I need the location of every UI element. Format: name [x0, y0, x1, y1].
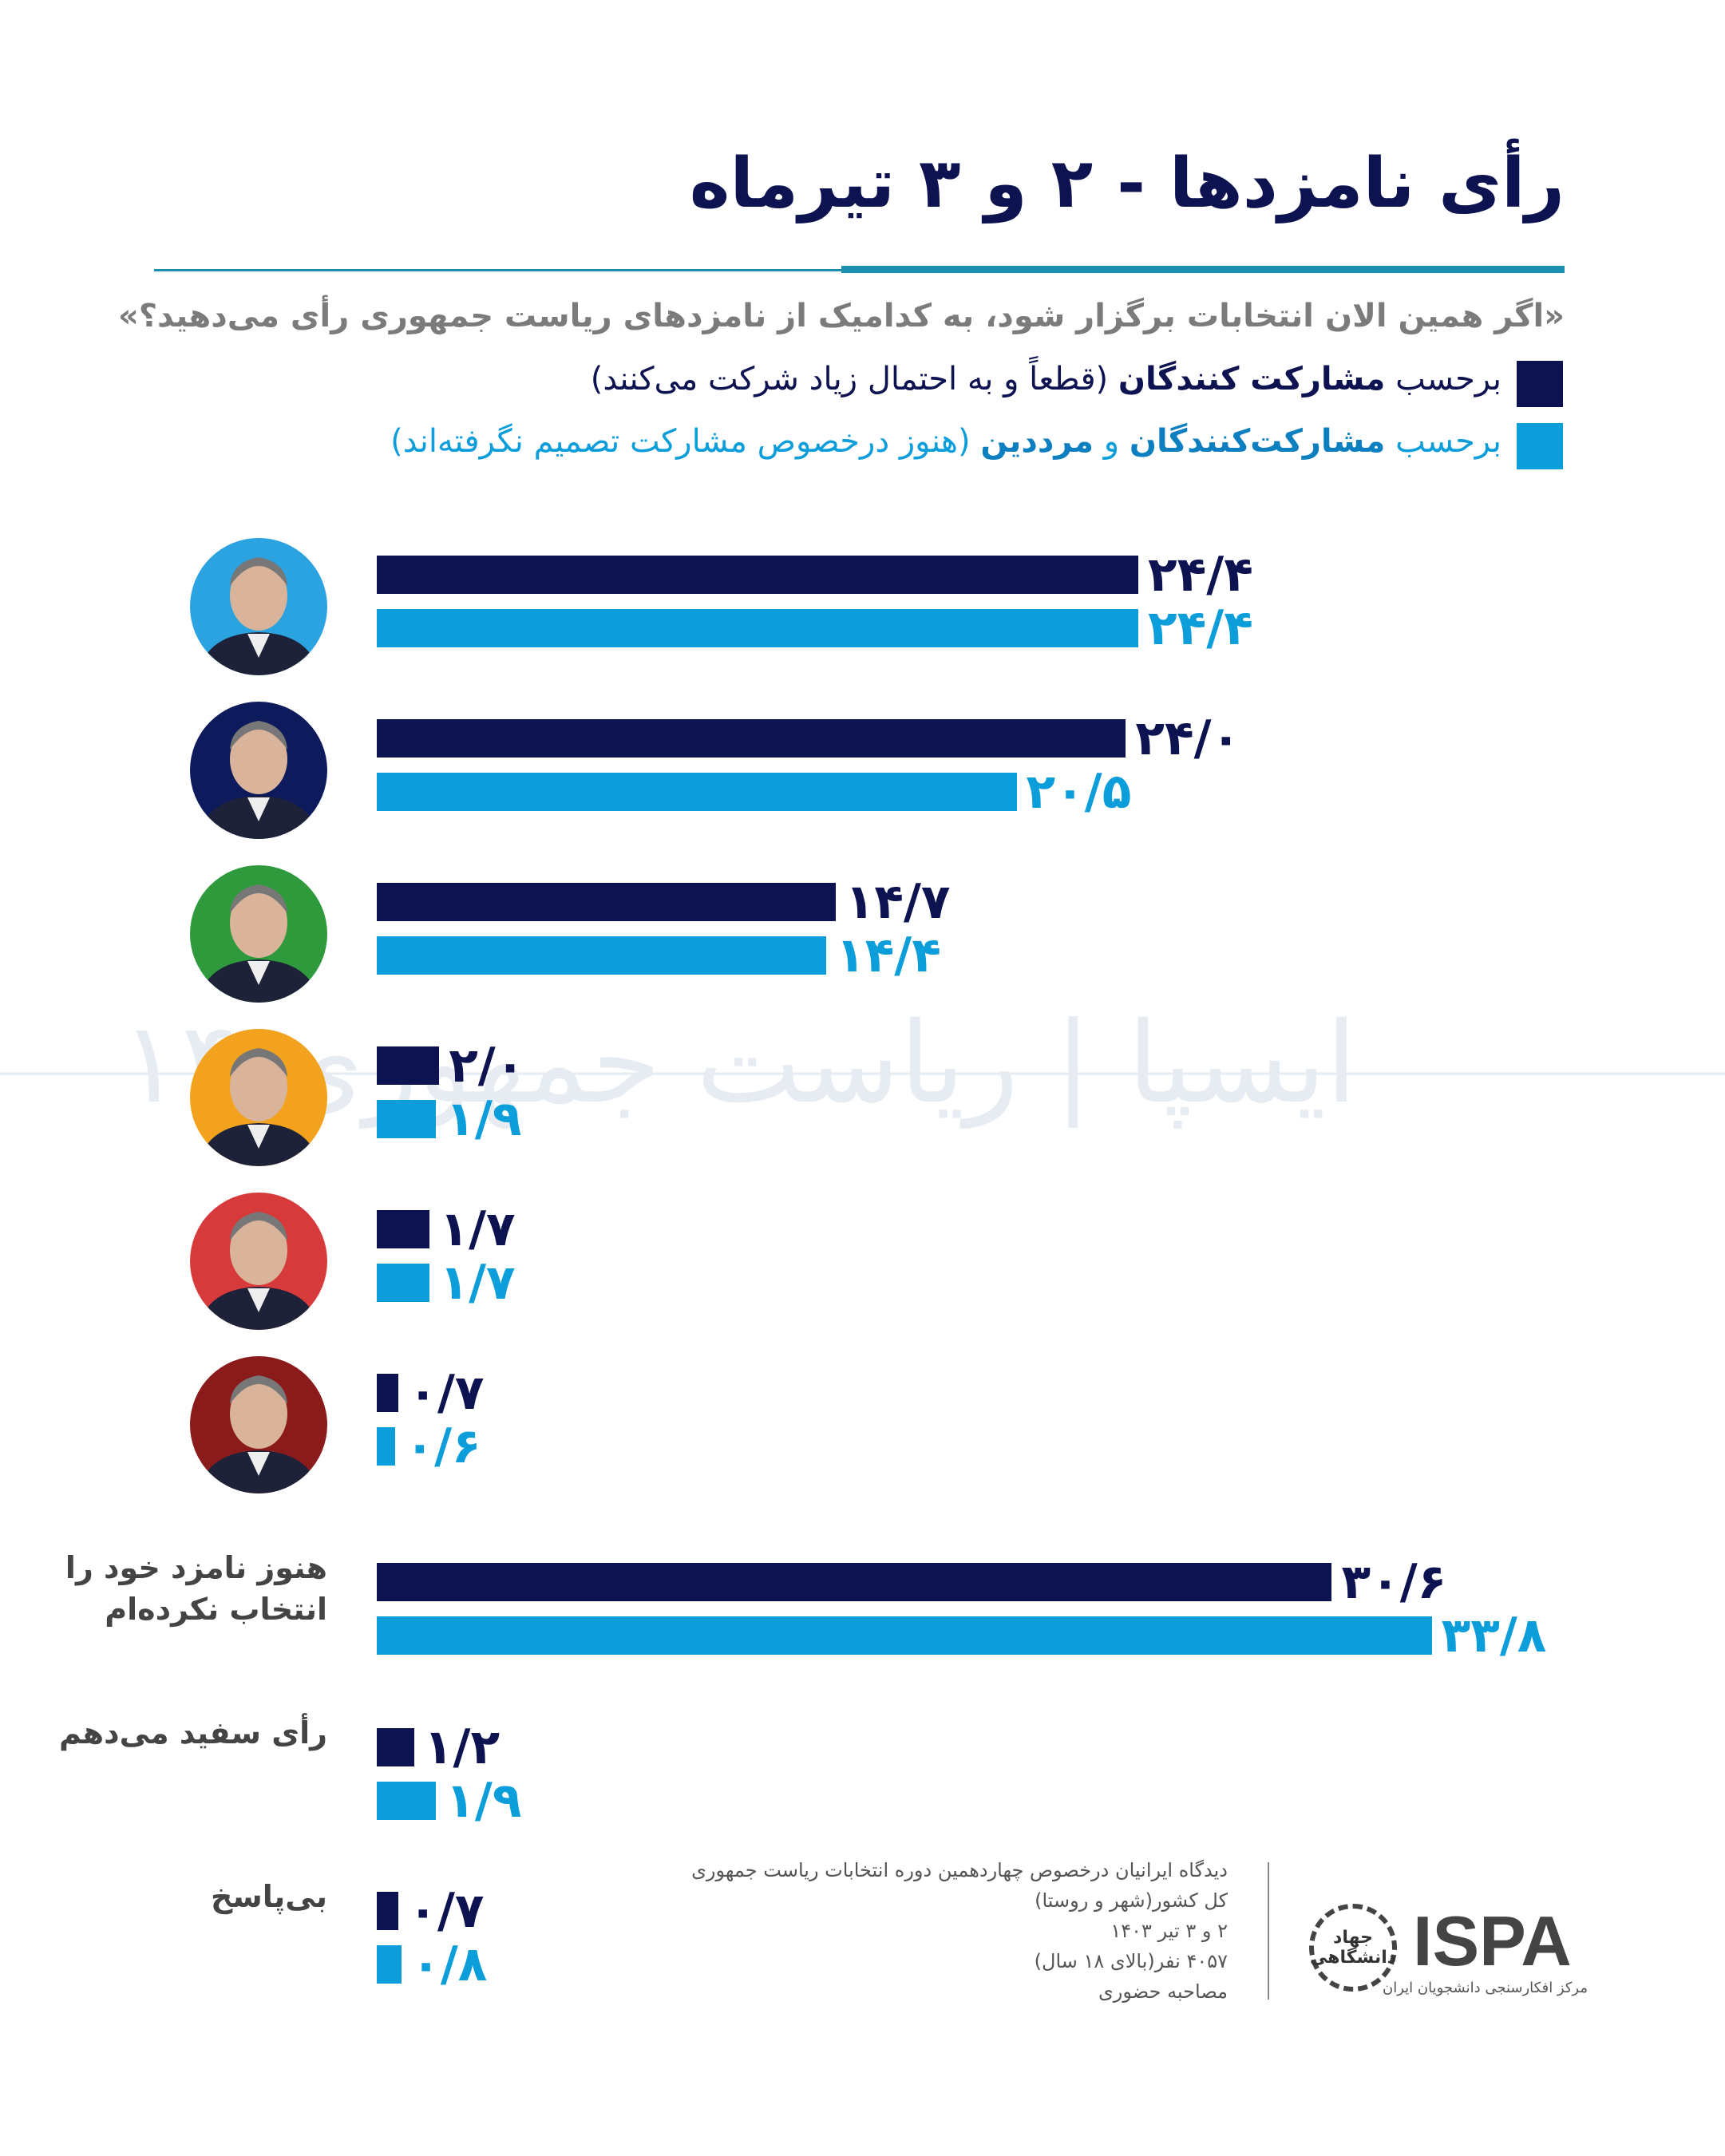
bar-with-undecided: [377, 1616, 1432, 1655]
bar-with-undecided: [377, 1264, 430, 1302]
value-label: ۱۴/۴: [836, 928, 941, 983]
legend-suffix: (هنوز درخصوص مشارکت تصمیم نگرفته‌اند): [390, 423, 981, 460]
survey-date: ۲ و ۳ تیر ۱۴۰۳: [1110, 1920, 1228, 1942]
bar-participants: [377, 556, 1139, 594]
value-label: ۲/۰: [449, 1038, 525, 1094]
bar-with-undecided: [377, 1100, 437, 1138]
footer-divider: [1268, 1862, 1269, 2000]
bar-with-undecided: [377, 1945, 402, 1984]
bar-participants: [377, 1374, 399, 1412]
survey-scope: کل کشور(شهر و روستا): [1035, 1889, 1228, 1912]
legend-prefix: برحسب: [1385, 423, 1501, 460]
candidate-photo: [190, 1193, 327, 1330]
survey-method: مصاحبه حضوری: [1098, 1980, 1228, 2003]
legend-prefix: برحسب: [1385, 361, 1501, 398]
value-label: ۰/۸: [411, 1936, 488, 1992]
legend-bold-2: مرددین: [980, 423, 1094, 460]
jahad-seal-logo: جهاد دانشگاهی: [1309, 1904, 1397, 1992]
candidate-photo: [190, 702, 327, 839]
value-label: ۱/۲: [423, 1719, 500, 1775]
bar-participants: [377, 719, 1126, 758]
value-label: ۲۴/۰: [1135, 710, 1241, 766]
bar-participants: [377, 1210, 430, 1248]
value-label: ۰/۷: [408, 1883, 485, 1939]
value-label: ۳۳/۸: [1441, 1608, 1547, 1663]
value-label: ۱/۷: [439, 1201, 516, 1257]
category-label: بی‌پاسخ: [210, 1879, 327, 1914]
bar-participants: [377, 883, 836, 921]
bar-participants: [377, 1563, 1332, 1601]
legend-swatch-participants: [1517, 361, 1563, 407]
value-label: ۲۴/۴: [1148, 600, 1253, 656]
survey-question: «اگر همین الان انتخابات برگزار شود، به ک…: [117, 298, 1565, 334]
bar-with-undecided: [377, 773, 1017, 811]
legend-bold: مشارکت‌کنندگان: [1129, 423, 1386, 460]
value-label: ۱۴/۷: [845, 874, 951, 930]
value-label: ۲۰/۵: [1026, 764, 1132, 820]
legend-bold: مشارکت کنندگان: [1118, 361, 1386, 398]
bar-with-undecided: [377, 1782, 437, 1820]
value-label: ۰/۶: [405, 1418, 481, 1474]
legend-suffix: (قطعاً و به احتمال زیاد شرکت می‌کنند): [590, 361, 1118, 398]
candidate-photo: [190, 538, 327, 675]
title-divider-accent: [841, 266, 1565, 273]
ispa-subtitle: مرکز افکارسنجی دانشجویان ایران: [1383, 1980, 1588, 1996]
bar-participants: [377, 1046, 440, 1085]
bar-with-undecided: [377, 936, 827, 975]
value-label: ۱/۹: [445, 1091, 522, 1147]
category-label: رأی سفید می‌دهم: [59, 1715, 327, 1751]
bar-participants: [377, 1892, 399, 1930]
bar-participants: [377, 1728, 414, 1766]
survey-info: دیدگاه ایرانیان درخصوص چهاردهمین دوره ان…: [691, 1855, 1228, 2007]
seal-text: جهاد دانشگاهی: [1309, 1928, 1397, 1968]
legend-label-with-undecided: برحسب مشارکت‌کنندگان و مرددین (هنوز درخص…: [390, 423, 1501, 460]
legend-label-participants: برحسب مشارکت کنندگان (قطعاً و به احتمال …: [591, 361, 1501, 398]
survey-title: دیدگاه ایرانیان درخصوص چهاردهمین دوره ان…: [691, 1859, 1228, 1881]
candidate-photo: [190, 1356, 327, 1493]
candidate-photo: [190, 865, 327, 1003]
value-label: ۲۴/۴: [1148, 547, 1253, 603]
bar-with-undecided: [377, 609, 1139, 647]
page-title: رأی نامزدها - ۲ و ۳ تیرماه: [689, 144, 1565, 224]
category-label: هنوز نامزد خود را انتخاب نکرده‌ام: [65, 1550, 327, 1627]
value-label: ۱/۹: [445, 1773, 522, 1829]
value-label: ۳۰/۶: [1341, 1554, 1447, 1610]
legend-mid: و: [1094, 423, 1130, 460]
survey-sample: ۴۰۵۷ نفر(بالای ۱۸ سال): [1034, 1950, 1228, 1972]
value-label: ۰/۷: [408, 1365, 485, 1421]
ispa-logo: ISPA: [1413, 1901, 1572, 1980]
legend-swatch-with-undecided: [1517, 423, 1563, 469]
value-label: ۱/۷: [439, 1255, 516, 1311]
bar-with-undecided: [377, 1427, 396, 1466]
candidate-photo: [190, 1029, 327, 1166]
